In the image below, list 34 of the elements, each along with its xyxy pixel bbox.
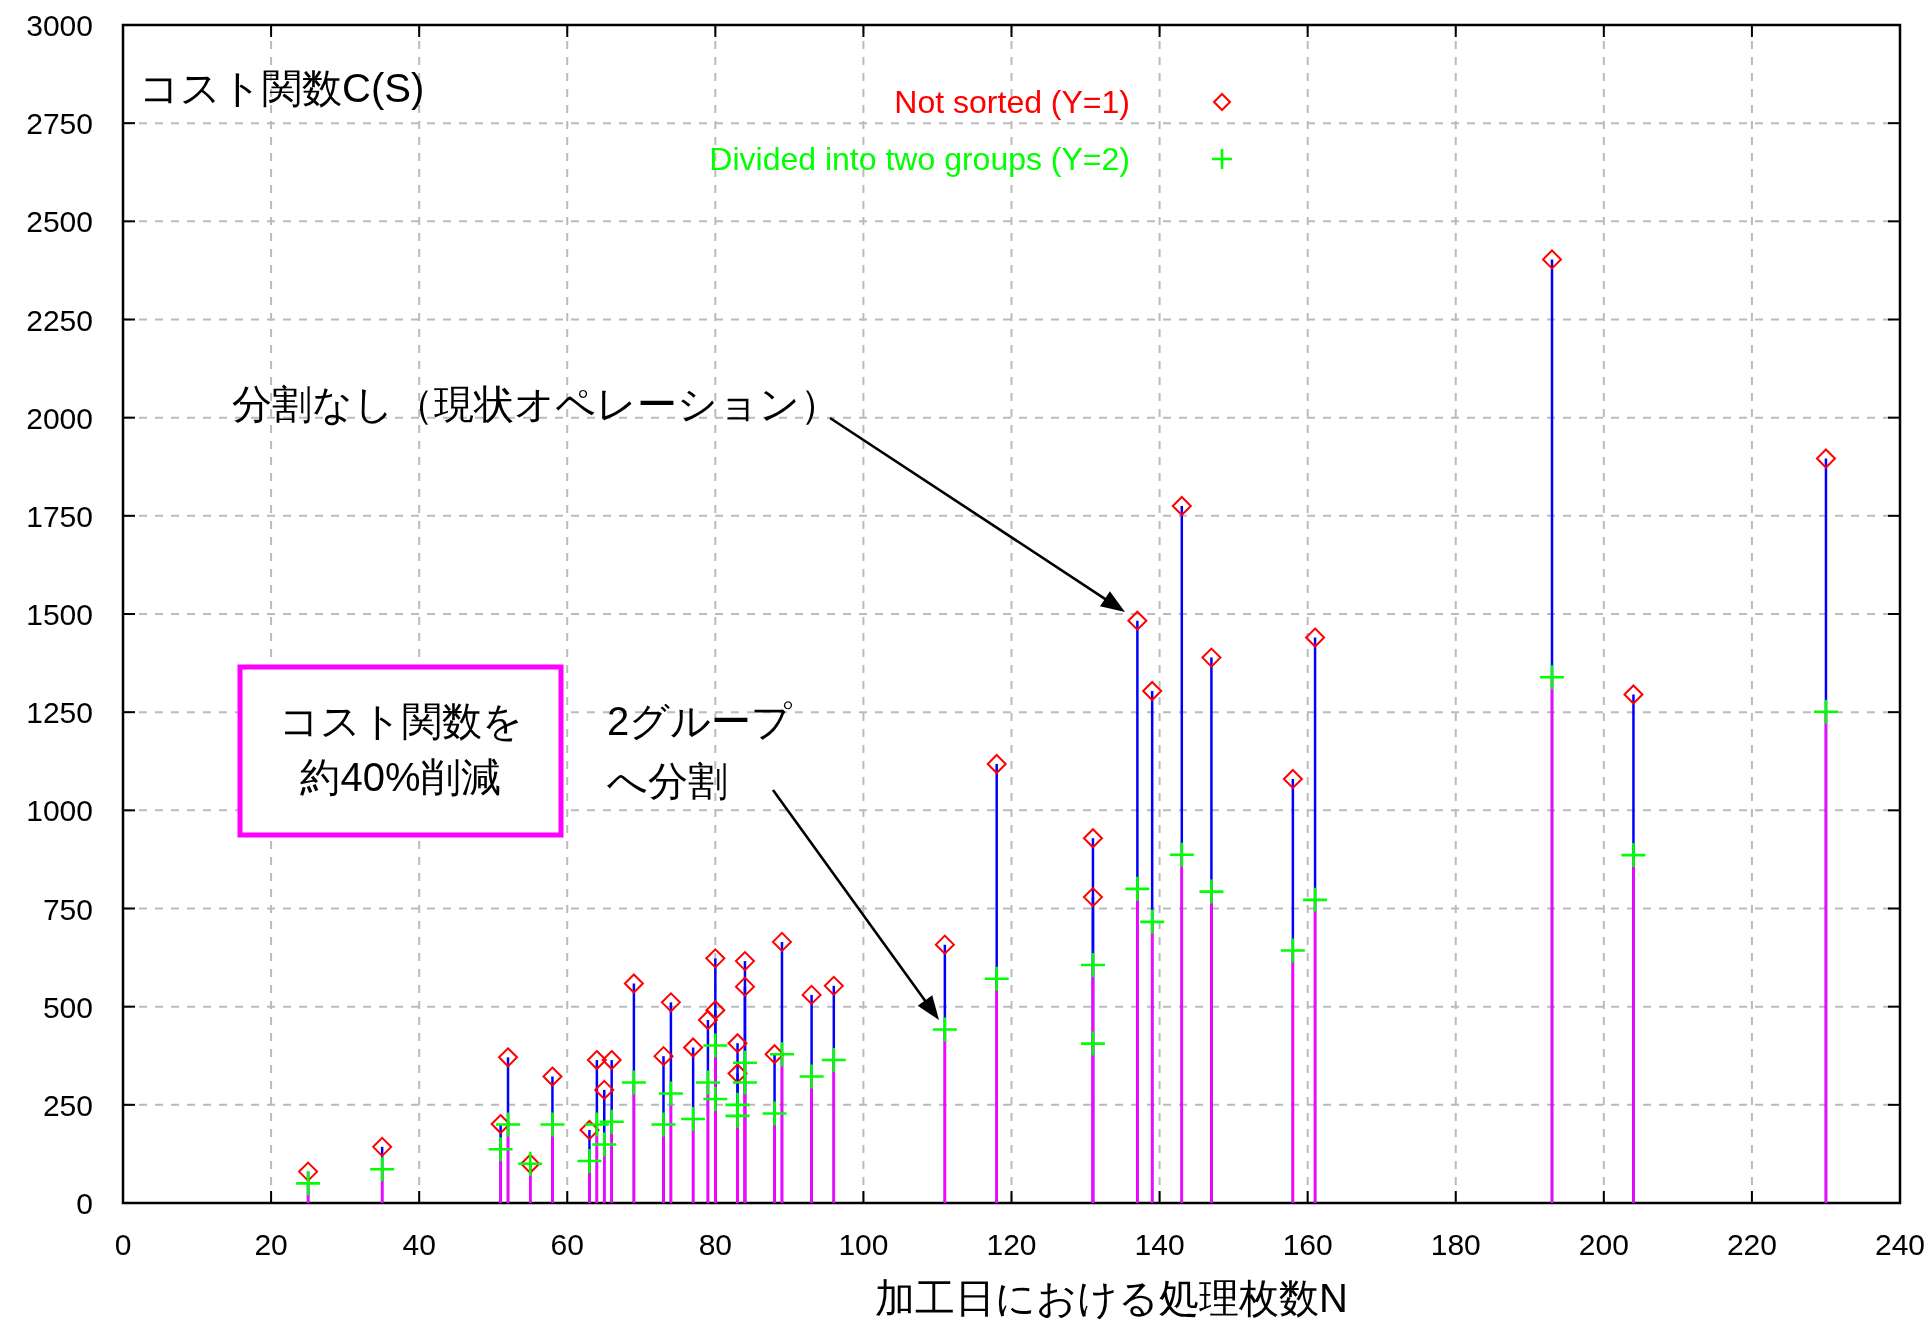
x-tick-label: 160 bbox=[1282, 1228, 1333, 1261]
note: 2グループへ分割 bbox=[607, 699, 939, 1020]
y-tick-label: 1250 bbox=[26, 696, 93, 730]
x-tick-label: 40 bbox=[402, 1228, 436, 1261]
y-tick-label: 3000 bbox=[26, 9, 93, 42]
annotation: コスト関数を約40%削減 bbox=[278, 699, 523, 799]
x-axis-title: 加工日における処理枚数N bbox=[875, 1276, 1348, 1320]
x-tick-label: 0 bbox=[114, 1228, 132, 1261]
y-tick-label: 2500 bbox=[26, 205, 93, 239]
x-tick-label: 60 bbox=[550, 1228, 584, 1261]
y-tick-label: 1000 bbox=[26, 794, 93, 828]
x-tick-label: 240 bbox=[1874, 1228, 1926, 1261]
y-tick-label: 500 bbox=[42, 990, 93, 1024]
y-axis-title: コスト関数C(S) bbox=[139, 66, 425, 110]
annotation: 分割なし（現状オペレーション） bbox=[232, 382, 840, 426]
x-tick-label: 120 bbox=[986, 1228, 1037, 1261]
x-tick-label: 200 bbox=[1578, 1228, 1629, 1261]
y-tick-label: 750 bbox=[42, 892, 93, 926]
y-tick-label: 1750 bbox=[26, 499, 93, 533]
y-tick-label: 0 bbox=[76, 1187, 93, 1220]
y-tick-label: 2750 bbox=[26, 107, 93, 141]
note: 分割なし（現状オペレーション） bbox=[232, 382, 1125, 612]
annotation: 2グループへ分割 bbox=[607, 699, 794, 803]
y-tick-label: 1500 bbox=[26, 598, 93, 631]
x-tick-label: 100 bbox=[838, 1228, 889, 1261]
y-tick-label: 2250 bbox=[26, 303, 93, 337]
x-tick-label: 220 bbox=[1726, 1228, 1777, 1261]
x-tick-label: 80 bbox=[698, 1228, 733, 1261]
x-tick-label: 180 bbox=[1430, 1228, 1481, 1261]
x-tick-label: 140 bbox=[1134, 1228, 1185, 1261]
y-tick-label: 2000 bbox=[26, 401, 93, 435]
x-tick-label: 20 bbox=[254, 1228, 288, 1261]
y-tick-label: 250 bbox=[42, 1088, 93, 1122]
legend: Not sorted (Y=1) Divided into two groups (Y=2) bbox=[709, 84, 1232, 177]
